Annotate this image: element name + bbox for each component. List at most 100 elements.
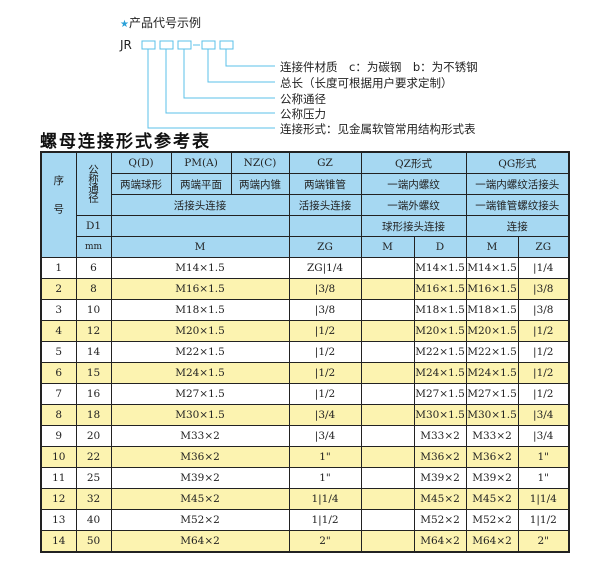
cell-seq: 3 — [40, 299, 77, 321]
label-diameter: 公称通径 — [280, 92, 326, 106]
cell-qg-zg: 2" — [517, 530, 570, 553]
cell-qg-m: M18×1.5 — [465, 299, 519, 321]
cell-dn: 12 — [75, 320, 112, 342]
cell-m: M18×1.5 — [110, 299, 290, 321]
cell-qz-d: M27×1.5 — [413, 383, 467, 405]
cell-qz-m — [360, 299, 415, 321]
cell-m: M24×1.5 — [110, 362, 290, 384]
cell-qz-m — [360, 320, 415, 342]
header-d1: D1 — [75, 215, 112, 237]
header-pm: PM(A) — [170, 151, 232, 174]
cell-seq: 13 — [40, 509, 77, 531]
header-qz2: 一端内螺纹 — [360, 173, 467, 195]
cell-m: M27×1.5 — [110, 383, 290, 405]
cell-qz-m — [360, 446, 415, 468]
cell-qz-d: M36×2 — [413, 446, 467, 468]
cell-m: M45×2 — [110, 488, 290, 510]
header-qg-m: M — [465, 236, 519, 258]
cell-qg-zg: |3/4 — [517, 425, 570, 447]
cell-seq: 14 — [40, 530, 77, 553]
cell-qz-m — [360, 341, 415, 363]
code-box-5 — [219, 40, 234, 50]
cell-qz-d: M22×1.5 — [413, 341, 467, 363]
cell-qz-d: M14×1.5 — [413, 257, 467, 279]
cell-qz-m — [360, 362, 415, 384]
cell-qg-m: M39×2 — [465, 467, 519, 489]
cell-qz-d: M45×2 — [413, 488, 467, 510]
cell-qg-m: M16×1.5 — [465, 278, 519, 300]
cell-dn: 16 — [75, 383, 112, 405]
cell-m: M52×2 — [110, 509, 290, 531]
product-code-diagram — [141, 40, 275, 129]
cell-m: M36×2 — [110, 446, 290, 468]
cell-qg-zg: |1/4 — [517, 257, 570, 279]
cell-qg-zg: |3/4 — [517, 404, 570, 426]
cell-zg: 1|1/4 — [288, 488, 362, 510]
table-row: 7 16 M27×1.5 |1/2 M27×1.5 M27×1.5 |1/2 — [40, 383, 570, 405]
cell-zg: 1" — [288, 467, 362, 489]
cell-seq: 8 — [40, 404, 77, 426]
cell-qz-m — [360, 488, 415, 510]
header-nz2: 两端内锥 — [230, 173, 290, 195]
label-length: 总长（长度可根据用户要求定制） — [280, 76, 453, 90]
cell-qg-m: M24×1.5 — [465, 362, 519, 384]
header-conn: 活接头连接 — [110, 194, 290, 216]
cell-seq: 5 — [40, 341, 77, 363]
header-blank — [110, 215, 290, 237]
header-nz: NZ(C) — [230, 151, 290, 174]
table-row: 1 6 M14×1.5 ZG|1/4 M14×1.5 M14×1.5 |1/4 — [40, 257, 570, 279]
cell-qg-m: M45×2 — [465, 488, 519, 510]
cell-zg: ZG|1/4 — [288, 257, 362, 279]
header-zg: ZG — [288, 236, 362, 258]
cell-m: M14×1.5 — [110, 257, 290, 279]
header-seq: 序号 — [40, 151, 77, 258]
cell-seq: 9 — [40, 425, 77, 447]
cell-qz-d: M20×1.5 — [413, 320, 467, 342]
cell-dn: 40 — [75, 509, 112, 531]
cell-dn: 15 — [75, 362, 112, 384]
cell-zg: |1/2 — [288, 362, 362, 384]
header-gz2: 两端锥管 — [288, 173, 362, 195]
cell-qz-m — [360, 404, 415, 426]
header-qz3: 一端外螺纹 — [360, 194, 467, 216]
cell-qg-m: M27×1.5 — [465, 383, 519, 405]
cell-qg-zg: 1|1/2 — [517, 509, 570, 531]
cell-qg-zg: |1/2 — [517, 341, 570, 363]
cell-dn: 20 — [75, 425, 112, 447]
header-qg-zg: ZG — [517, 236, 570, 258]
cell-m: M64×2 — [110, 530, 290, 553]
code-box-1 — [141, 40, 156, 50]
cell-qz-m — [360, 509, 415, 531]
cell-zg: |3/4 — [288, 425, 362, 447]
cell-dn: 14 — [75, 341, 112, 363]
header-qz4: 球形接头连接 — [360, 215, 467, 237]
code-box-2 — [159, 40, 174, 50]
table-row: 6 15 M24×1.5 |1/2 M24×1.5 M24×1.5 |1/2 — [40, 362, 570, 384]
cell-qz-d: M39×2 — [413, 467, 467, 489]
cell-qz-d: M24×1.5 — [413, 362, 467, 384]
cell-qg-zg: 1" — [517, 467, 570, 489]
star-icon: ★ — [120, 19, 129, 30]
cell-m: M16×1.5 — [110, 278, 290, 300]
cell-zg: |3/8 — [288, 299, 362, 321]
cell-qz-d: M64×2 — [413, 530, 467, 553]
cell-qg-m: M30×1.5 — [465, 404, 519, 426]
table-row: 4 12 M20×1.5 |1/2 M20×1.5 M20×1.5 |1/2 — [40, 320, 570, 342]
cell-qz-m — [360, 530, 415, 553]
cell-seq: 6 — [40, 362, 77, 384]
cell-qz-d: M16×1.5 — [413, 278, 467, 300]
cell-zg: |1/2 — [288, 341, 362, 363]
cell-qg-m: M33×2 — [465, 425, 519, 447]
header-qg2: 一端内螺纹活接头 — [465, 173, 570, 195]
example-title: ★产品代号示例 — [120, 14, 201, 31]
cell-qg-zg: 1|1/4 — [517, 488, 570, 510]
table-row: 8 18 M30×1.5 |3/4 M30×1.5 M30×1.5 |3/4 — [40, 404, 570, 426]
cell-seq: 4 — [40, 320, 77, 342]
cell-qz-d: M30×1.5 — [413, 404, 467, 426]
cell-zg: 1" — [288, 446, 362, 468]
cell-qg-m: M52×2 — [465, 509, 519, 531]
cell-qg-m: M14×1.5 — [465, 257, 519, 279]
cell-qg-m: M20×1.5 — [465, 320, 519, 342]
table-row: 3 10 M18×1.5 |3/8 M18×1.5 M18×1.5 |3/8 — [40, 299, 570, 321]
cell-m: M39×2 — [110, 467, 290, 489]
